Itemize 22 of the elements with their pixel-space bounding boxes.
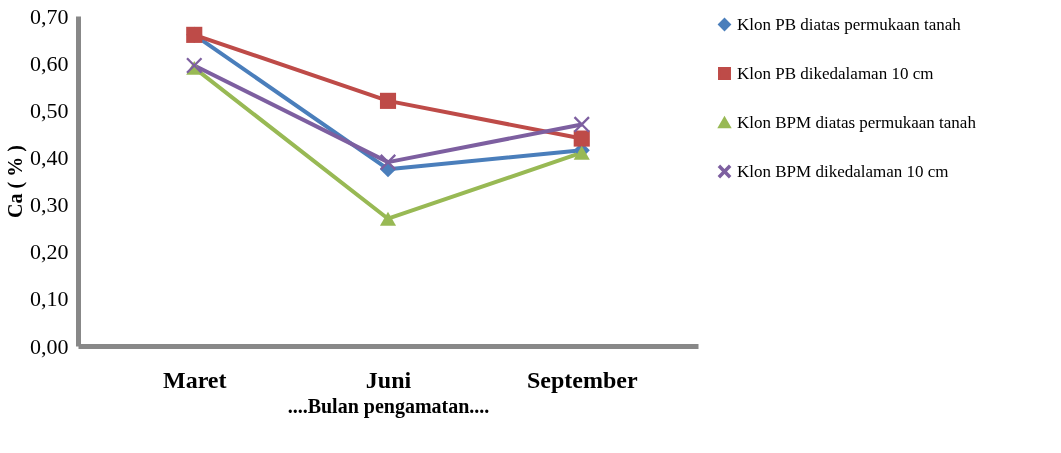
y-tick-label: 0,20 <box>30 239 69 265</box>
y-tick-label: 0,40 <box>30 144 69 170</box>
point <box>379 154 397 171</box>
legend-label: Klon PB dikedalaman 10 cm <box>737 63 934 83</box>
x-tick-label: Maret <box>162 366 227 393</box>
y-axis-title: Ca ( % ) <box>4 145 27 218</box>
y-tick-label: 0,10 <box>30 286 69 312</box>
point <box>573 130 590 147</box>
point <box>573 116 590 133</box>
x-tick-label: September <box>526 366 638 393</box>
legend-label: Klon BPM diatas permukaan tanah <box>737 112 977 132</box>
x-axis-title: ....Bulan pengamatan.... <box>287 394 490 418</box>
x-tick-label: Juni <box>365 366 412 393</box>
y-tick-label: 0,60 <box>30 50 69 76</box>
legend-label: Klon PB diatas permukaan tanah <box>737 14 962 34</box>
y-tick-label: 0,30 <box>30 192 69 218</box>
point <box>379 211 397 226</box>
point <box>379 92 397 109</box>
legend-label: Klon BPM dikedalaman 10 cm <box>737 161 949 181</box>
y-tick-label: 0,50 <box>30 97 69 123</box>
y-tick-label: 0,70 <box>30 3 69 29</box>
y-tick-label: 0,00 <box>30 333 69 359</box>
